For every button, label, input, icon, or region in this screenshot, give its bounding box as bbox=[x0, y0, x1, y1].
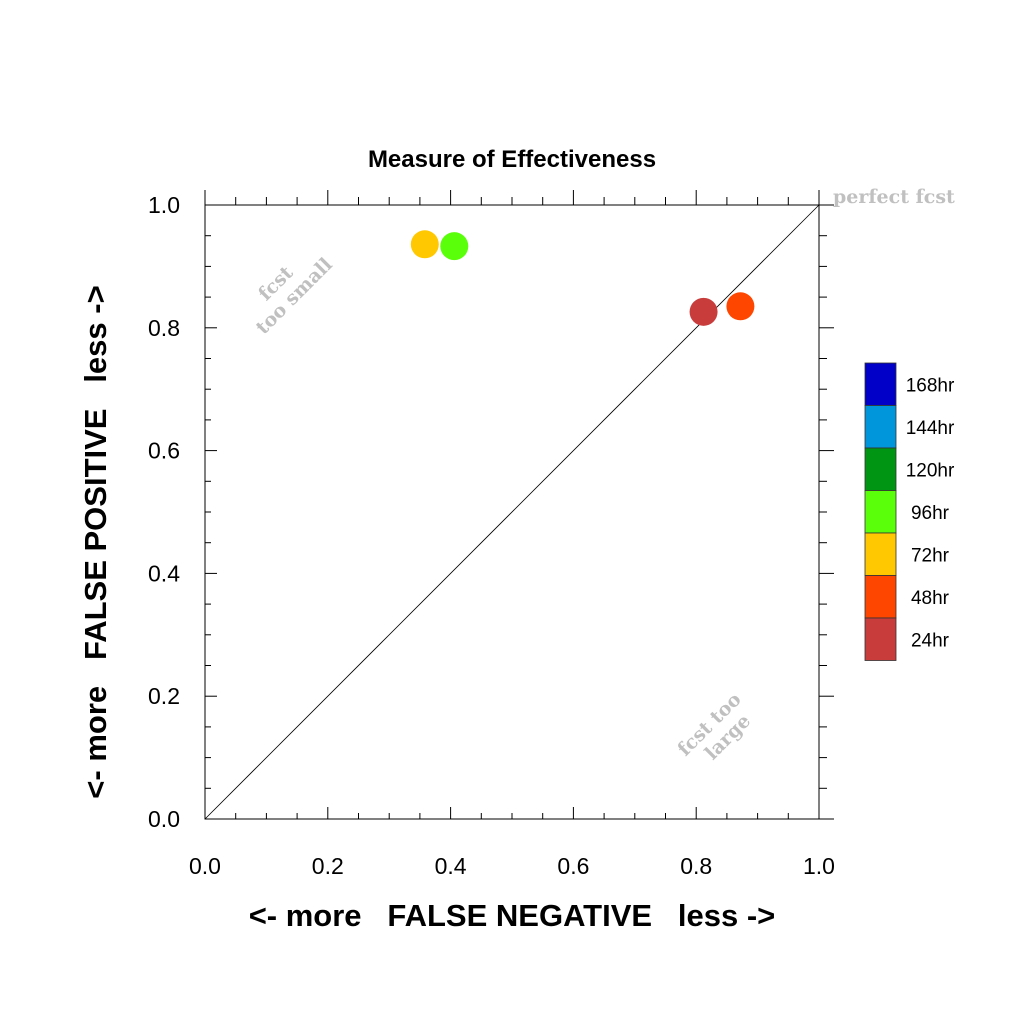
y-tick-label: 0.8 bbox=[148, 315, 180, 341]
legend-swatch-168hr bbox=[864, 362, 897, 406]
y-tick-label: 0.4 bbox=[148, 560, 180, 586]
tick-labels: 0.0 0.2 0.4 0.6 0.8 1.0 0.0 0.2 0.4 0.6 0.8 1.0 bbox=[148, 192, 835, 879]
x-tick-label: 0.6 bbox=[557, 853, 589, 879]
legend: 168hr 144hr 120hr 96hr 72hr 48hr 24hr bbox=[864, 362, 955, 661]
data-point-96hr bbox=[440, 232, 469, 261]
x-tick-label: 0.0 bbox=[189, 853, 221, 879]
data-point-72hr bbox=[410, 230, 439, 259]
legend-swatch-48hr bbox=[864, 575, 897, 619]
x-tick-label: 0.4 bbox=[435, 853, 467, 879]
legend-label-48hr: 48hr bbox=[911, 588, 950, 609]
y-tick-label: 0.2 bbox=[148, 683, 180, 709]
y-tick-label: 0.6 bbox=[148, 438, 180, 464]
annotation-too-large: fcst too large bbox=[673, 688, 755, 764]
y-axis-label: <- more FALSE POSITIVE less -> bbox=[78, 285, 113, 798]
axis-ticks bbox=[204, 190, 834, 820]
legend-label-168hr: 168hr bbox=[906, 375, 955, 396]
chart-title: Measure of Effectiveness bbox=[368, 146, 656, 173]
data-points bbox=[410, 230, 755, 326]
data-point-48hr bbox=[726, 292, 755, 321]
data-point-24hr bbox=[689, 297, 718, 326]
legend-label-144hr: 144hr bbox=[906, 418, 955, 439]
legend-swatch-24hr bbox=[864, 617, 897, 661]
legend-label-72hr: 72hr bbox=[911, 545, 950, 566]
legend-swatch-144hr bbox=[864, 405, 897, 449]
legend-label-96hr: 96hr bbox=[911, 503, 950, 524]
legend-swatch-96hr bbox=[864, 490, 897, 534]
legend-label-24hr: 24hr bbox=[911, 630, 950, 651]
x-tick-label: 0.2 bbox=[312, 853, 344, 879]
y-tick-label: 1.0 bbox=[148, 192, 180, 218]
annotation-perfect-fcst: perfect fcst bbox=[833, 186, 955, 208]
legend-label-120hr: 120hr bbox=[906, 460, 955, 481]
y-tick-label: 0.0 bbox=[148, 806, 180, 832]
x-tick-label: 0.8 bbox=[680, 853, 712, 879]
legend-swatch-120hr bbox=[864, 447, 897, 491]
x-axis-label: <- more FALSE NEGATIVE less -> bbox=[249, 898, 776, 933]
x-tick-label: 1.0 bbox=[803, 853, 835, 879]
legend-swatch-72hr bbox=[864, 532, 897, 576]
annotation-too-small: fcst too small bbox=[252, 254, 337, 339]
